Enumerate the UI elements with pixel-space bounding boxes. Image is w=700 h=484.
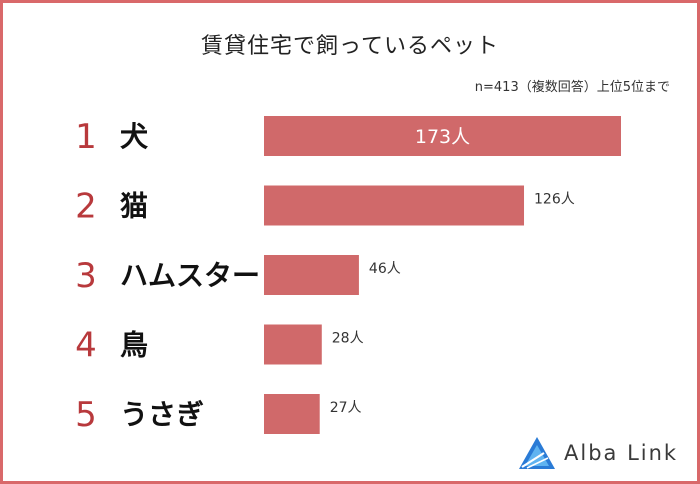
category-label: ハムスター <box>120 259 260 292</box>
category-label: 犬 <box>120 120 148 153</box>
bar <box>264 255 359 295</box>
category-label: うさぎ <box>120 398 204 431</box>
bar <box>264 185 525 226</box>
bar <box>264 116 621 156</box>
alba-link-triangle-icon <box>519 437 555 469</box>
chart-title: 賃貸住宅で飼っているペット <box>201 34 499 59</box>
rank-label: 5 <box>75 395 97 435</box>
rank-label: 4 <box>75 326 97 366</box>
value-label: 46人 <box>369 261 401 277</box>
brand-logo: Alba Link <box>518 436 678 470</box>
value-label: 28人 <box>332 331 364 347</box>
bar <box>264 324 322 365</box>
category-label: 猫 <box>120 190 148 223</box>
value-label: 27人 <box>330 400 362 416</box>
bar <box>264 394 320 434</box>
value-label: 126人 <box>534 192 575 208</box>
rank-label: 2 <box>75 187 97 227</box>
sample-note: n=413（複数回答）上位5位まで <box>474 80 670 95</box>
rank-label: 1 <box>75 117 97 157</box>
category-label: 鳥 <box>120 329 148 362</box>
value-label: 173人 <box>415 126 470 148</box>
rank-label: 3 <box>75 256 97 296</box>
brand-name: Alba Link <box>564 441 679 465</box>
